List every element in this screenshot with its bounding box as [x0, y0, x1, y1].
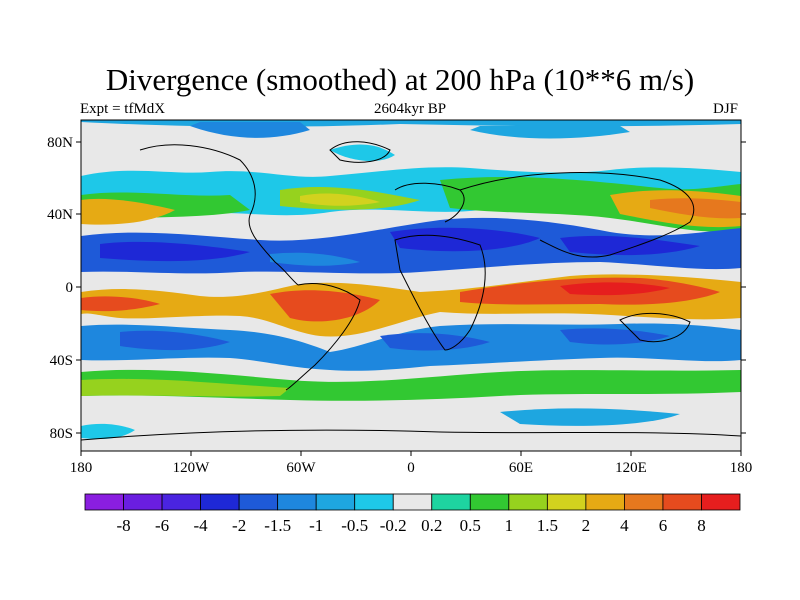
colorbar-swatch — [546, 493, 587, 511]
lon-label-0: 0 — [407, 460, 415, 476]
season-label: DJF — [712, 101, 738, 117]
lon-label-120e: 120E — [615, 460, 647, 476]
sh-core-pacific — [120, 330, 230, 351]
colorbar-label: -2 — [232, 516, 246, 535]
colorbar-swatch — [354, 493, 394, 511]
australia-coast — [619, 312, 691, 343]
nh-orange-west — [81, 198, 175, 225]
lon-label-60w: 60W — [286, 460, 316, 476]
colorbar-swatch — [277, 493, 317, 511]
colorbar-swatch — [161, 493, 201, 511]
arctic-patch — [190, 122, 310, 138]
greenland-patch — [330, 144, 395, 162]
lat-label-40n: 40N — [47, 207, 73, 223]
colorbar-label: 2 — [582, 516, 591, 535]
colorbar-label: 1.5 — [537, 516, 558, 535]
colorbar-swatch — [238, 493, 279, 511]
south-america-coast — [285, 282, 361, 391]
lat-label-40s: 40S — [50, 353, 73, 369]
antarctica-coast — [81, 429, 741, 441]
divergence-field — [81, 120, 741, 451]
lat-label-80n: 80N — [47, 135, 73, 151]
colorbar-swatch — [315, 493, 356, 511]
greenland-coast — [329, 141, 391, 163]
experiment-label: Expt = tfMdX — [80, 101, 166, 117]
colorbar-swatch — [585, 493, 625, 511]
colorbar-swatch — [662, 493, 702, 511]
colorbar-label: 4 — [620, 516, 629, 535]
map-title: Divergence (smoothed) at 200 hPa (10**6 … — [105, 62, 695, 97]
convergence-core-africa — [390, 227, 540, 252]
colorbar-label: 8 — [697, 516, 706, 535]
pacific-dark-orange — [650, 198, 741, 219]
colorbar-label: -4 — [194, 516, 209, 535]
colorbar-swatch — [469, 493, 510, 511]
colorbar-swatch — [508, 493, 548, 511]
colorbar-label: 6 — [659, 516, 668, 535]
colorbar-swatch — [431, 493, 471, 511]
colorbar-label: -1.5 — [264, 516, 291, 535]
convergence-core-asia — [560, 235, 700, 256]
colorbar-label: 0.5 — [460, 516, 481, 535]
lat-ticks — [76, 141, 746, 434]
time-label: 2604kyr BP — [373, 101, 447, 117]
colorbar-swatch — [84, 493, 124, 511]
lat-label-0: 0 — [66, 280, 74, 296]
colorbar-label: 1 — [505, 516, 514, 535]
colorbar-swatch — [200, 493, 240, 511]
antarctic-patch-west — [81, 423, 135, 440]
colorbar-label: -0.5 — [341, 516, 368, 535]
divergence-core-amazon — [270, 290, 380, 322]
lon-label-120w: 120W — [173, 460, 211, 476]
divergence-core-maritime — [560, 282, 670, 296]
antarctic-patch-east — [500, 408, 680, 426]
colorbar-swatch — [123, 493, 163, 511]
lon-label-60e: 60E — [509, 460, 533, 476]
asia-coast — [459, 172, 695, 258]
colorbar: -8 -6 -4 -2 -1.5 -1 -0.5 -0.2 0.2 0.5 1 1.5 2 4 6 8 — [84, 493, 741, 535]
lon-label-180w: 180 — [70, 460, 93, 476]
colorbar-label: -1 — [309, 516, 323, 535]
sh-yellow-green — [81, 378, 290, 397]
caribbean-patch — [270, 252, 360, 266]
colorbar-swatch — [701, 493, 741, 511]
arctic-patch-east — [470, 126, 630, 139]
colorbar-label: 0.2 — [421, 516, 442, 535]
convergence-core-west — [100, 241, 250, 262]
africa-coast — [394, 234, 486, 351]
north-america-coast — [139, 144, 299, 286]
lon-label-180e: 180 — [730, 460, 753, 476]
colorbar-label: -8 — [116, 516, 130, 535]
atlantic-yellow — [300, 193, 380, 206]
divergence-core-pacific — [81, 296, 160, 312]
colorbar-label: -0.2 — [380, 516, 407, 535]
lat-label-80s: 80S — [50, 426, 73, 442]
sh-core-atlantic — [380, 333, 490, 351]
coastlines — [81, 141, 741, 441]
colorbar-label: -6 — [155, 516, 169, 535]
colorbar-swatch — [392, 493, 433, 511]
lon-ticks — [80, 451, 742, 456]
colorbar-swatch — [624, 493, 664, 511]
europe-coast — [394, 182, 465, 223]
